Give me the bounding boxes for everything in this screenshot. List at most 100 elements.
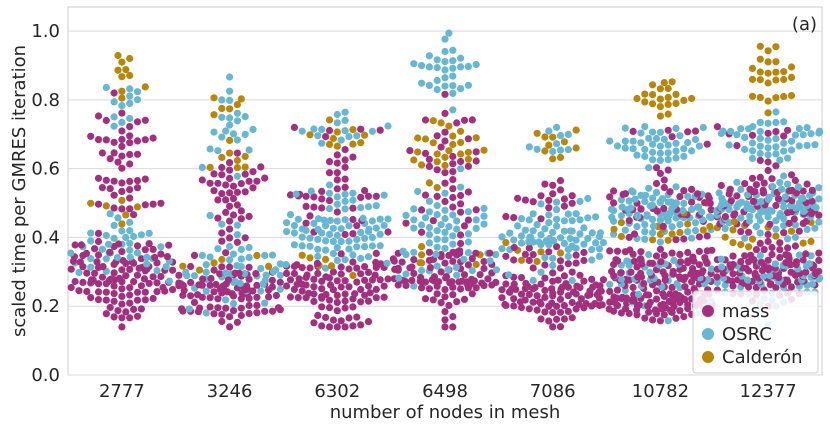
- data-point: [93, 258, 101, 266]
- data-point: [122, 272, 130, 280]
- data-point: [799, 256, 807, 264]
- data-point: [517, 232, 526, 240]
- data-point: [545, 196, 553, 204]
- data-point: [652, 179, 661, 188]
- data-point: [187, 278, 195, 286]
- data-point: [525, 244, 533, 252]
- data-point: [676, 220, 684, 228]
- data-point: [617, 275, 625, 283]
- data-point: [749, 123, 757, 131]
- data-point: [322, 273, 330, 281]
- data-point: [756, 76, 764, 84]
- data-point: [549, 277, 557, 285]
- data-point: [672, 139, 680, 147]
- data-point: [764, 237, 772, 246]
- data-point: [433, 262, 441, 270]
- data-point: [353, 264, 361, 272]
- data-point: [349, 303, 357, 311]
- data-point: [656, 317, 665, 325]
- data-point: [195, 281, 203, 289]
- data-point: [141, 83, 149, 91]
- data-point: [314, 311, 322, 319]
- data-point: [126, 150, 134, 159]
- data-point: [649, 236, 657, 244]
- data-point: [621, 137, 629, 145]
- data-point: [772, 94, 780, 102]
- data-point: [521, 226, 530, 234]
- data-point: [480, 264, 488, 273]
- data-point: [748, 92, 757, 100]
- data-point: [333, 256, 341, 264]
- data-point: [549, 269, 557, 277]
- data-point: [510, 256, 518, 264]
- data-point: [341, 175, 349, 183]
- data-point: [457, 157, 465, 166]
- data-point: [510, 243, 518, 252]
- data-point: [233, 238, 241, 246]
- data-point: [506, 229, 514, 237]
- data-point: [748, 174, 757, 182]
- data-point: [237, 245, 245, 254]
- data-point: [464, 155, 472, 163]
- data-point: [190, 251, 199, 259]
- data-point: [429, 217, 437, 225]
- data-point: [765, 193, 773, 201]
- data-point: [87, 229, 95, 237]
- data-point: [229, 307, 238, 315]
- data-point: [480, 220, 488, 228]
- data-point: [457, 150, 465, 158]
- data-point: [457, 165, 465, 173]
- data-point: [218, 104, 226, 113]
- data-point: [210, 94, 218, 102]
- data-point: [457, 63, 465, 71]
- data-point: [245, 177, 253, 185]
- data-point: [660, 251, 668, 259]
- data-point: [366, 289, 374, 297]
- data-point: [145, 279, 153, 287]
- data-point: [110, 113, 118, 121]
- data-point: [664, 236, 672, 244]
- data-point: [122, 233, 130, 241]
- data-point: [676, 193, 684, 201]
- data-point: [537, 315, 545, 323]
- data-point: [572, 144, 580, 152]
- data-point: [625, 197, 633, 205]
- data-point: [545, 204, 553, 212]
- data-point: [577, 295, 585, 303]
- data-point: [253, 251, 261, 260]
- data-point: [376, 276, 384, 284]
- data-point: [441, 286, 449, 294]
- data-point: [486, 257, 494, 265]
- data-point: [433, 76, 441, 85]
- data-point: [361, 131, 369, 139]
- data-point: [441, 308, 449, 316]
- data-point: [222, 127, 230, 135]
- data-point: [691, 226, 700, 235]
- data-point: [118, 102, 126, 110]
- data-point: [560, 302, 569, 310]
- data-point: [341, 323, 349, 331]
- data-point: [349, 204, 357, 212]
- data-point: [643, 211, 651, 219]
- data-point: [772, 143, 780, 151]
- data-point: [268, 283, 276, 291]
- data-point: [606, 137, 614, 145]
- data-point: [372, 224, 380, 232]
- data-point: [286, 191, 295, 199]
- data-point: [305, 289, 313, 297]
- data-point: [214, 147, 222, 155]
- data-point: [733, 131, 741, 139]
- data-point: [691, 219, 700, 227]
- y-tick-label: 0.2: [31, 296, 60, 317]
- data-point: [314, 132, 322, 140]
- data-point: [437, 143, 445, 151]
- data-point: [803, 141, 811, 149]
- data-point: [631, 195, 639, 203]
- data-point: [341, 256, 349, 264]
- data-point: [298, 242, 306, 250]
- data-point: [384, 275, 392, 283]
- data-point: [553, 243, 561, 251]
- data-point: [676, 228, 684, 237]
- data-point: [472, 134, 480, 142]
- data-point: [460, 271, 469, 279]
